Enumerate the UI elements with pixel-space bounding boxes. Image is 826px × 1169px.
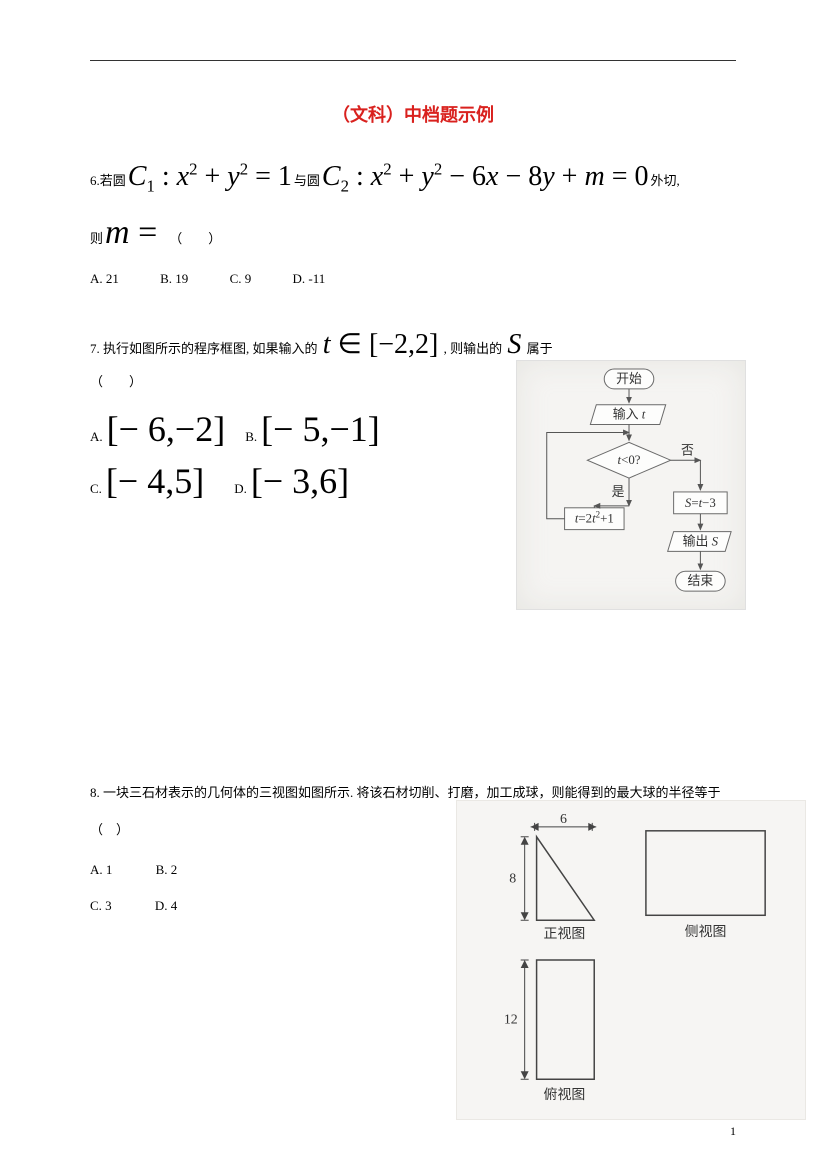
q8-text: 一块三石材表示的几何体的三视图如图所示. 将该石材切削、打磨，加工成球，则能得到… (103, 785, 721, 800)
fc-output: 输出 S (683, 533, 719, 548)
flowchart: 开始 输入 t t<0? 否 是 t=2t2+1 (516, 360, 746, 610)
q6-num: 6. (90, 171, 100, 192)
q7-t: t ∈ [−2,2] (323, 329, 439, 360)
fc-yes: 是 (612, 485, 625, 499)
fc-left: t=2t2+1 (575, 509, 614, 525)
q7-optD: [− 3,6] (251, 460, 349, 502)
q8-num: 8. (90, 785, 100, 800)
q7-optA-label: A. (90, 429, 103, 445)
tv-top: 俯视图 (544, 1087, 586, 1103)
q7-optC-label: C. (90, 481, 102, 497)
q6-optD: D. -11 (292, 271, 325, 286)
q6-mid: 与圆 (294, 171, 320, 192)
q6-post: 外切, (651, 171, 680, 192)
q6-optC: C. 9 (230, 271, 252, 286)
q6-optB: B. 19 (160, 271, 188, 286)
q6-c1: C1 : x2 + y2 = 1 (128, 155, 292, 200)
q7-text3: 属于 (527, 341, 553, 356)
q6-optA: A. 21 (90, 271, 119, 286)
q6-options: A. 21 B. 19 C. 9 D. -11 (90, 269, 736, 290)
q7-text1: 执行如图所示的程序框图, 如果输入的 (103, 341, 318, 356)
q7-num: 7. (90, 341, 100, 356)
tv-front: 正视图 (544, 926, 586, 942)
fc-input: 输入 t (613, 406, 646, 421)
q7-optD-label: D. (234, 481, 247, 497)
q7-s: S (507, 329, 521, 360)
page-number: 1 (730, 1124, 736, 1139)
q8-optB: B. 2 (156, 862, 178, 877)
top-rule (90, 60, 736, 61)
fc-no: 否 (681, 443, 694, 457)
fc-cond: t<0? (618, 453, 641, 467)
q7-blank: （ ） (90, 374, 142, 389)
q8-optA: A. 1 (90, 862, 112, 877)
q7-text2: , 则输出的 (444, 341, 503, 356)
tv-h1: 8 (509, 871, 516, 886)
tv-side: 侧视图 (685, 924, 727, 940)
q8-optC: C. 3 (90, 898, 112, 913)
fc-right: S=t−3 (685, 495, 716, 509)
q6-pre: 若圆 (100, 171, 126, 192)
three-view-figure: 6 8 正视图 侧视图 12 俯视图 (456, 800, 806, 1120)
q7-optB: [− 5,−1] (261, 408, 380, 450)
q7-optA: [− 6,−2] (107, 408, 226, 450)
tv-width: 6 (560, 812, 567, 827)
q7-optB-label: B. (245, 429, 257, 445)
fc-start: 开始 (616, 372, 642, 386)
q6-c2: C2 : x2 + y2 − 6x − 8y + m = 0 (322, 155, 649, 200)
tv-h2: 12 (504, 1013, 518, 1028)
question-7: 7. 执行如图所示的程序框图, 如果输入的 t ∈ [−2,2] , 则输出的 … (90, 320, 736, 503)
question-6: 6. 若圆 C1 : x2 + y2 = 1 与圆 C2 : x2 + y2 −… (90, 155, 736, 290)
q6-line2pre: 则 (90, 229, 103, 250)
q7-optC: [− 4,5] (106, 460, 204, 502)
q6-m: m = (105, 206, 157, 260)
fc-end: 结束 (688, 574, 714, 588)
page-title: （文科）中档题示例 (90, 101, 736, 127)
q8-optD: D. 4 (155, 898, 177, 913)
q6-blank: （ ） (169, 229, 221, 250)
